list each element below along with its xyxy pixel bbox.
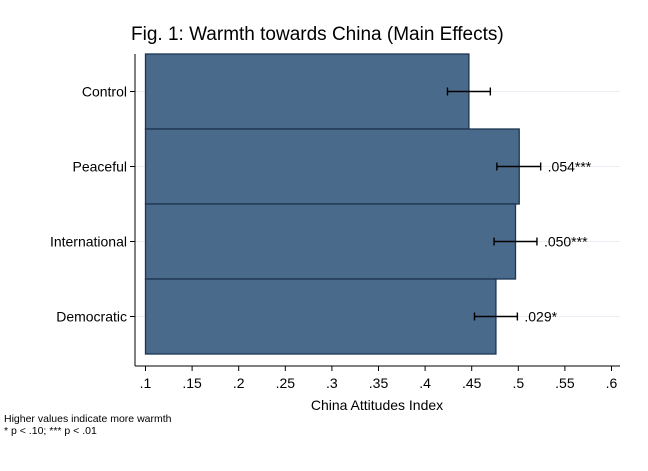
error-bars	[446, 87, 542, 321]
x-tick-label: .5	[512, 375, 524, 391]
bar-peaceful	[144, 128, 520, 205]
x-tick-label: .1	[140, 375, 152, 391]
bar-democratic	[144, 278, 497, 355]
bar-label-international: .050***	[544, 234, 588, 250]
bars	[144, 53, 520, 355]
x-axis-title: China Attitudes Index	[311, 397, 443, 413]
axes	[134, 54, 620, 367]
bar-label-peaceful: .054***	[548, 159, 592, 175]
x-axis-ticks: .1 .15 .2 .25 .3 .35 .4 .45 .5 .55 .6	[140, 366, 618, 391]
y-tick-label-international: International	[50, 234, 127, 250]
y-tick-label-peaceful: Peaceful	[73, 159, 127, 175]
bar-label-democratic: .029*	[524, 309, 557, 325]
x-tick-label: .35	[369, 375, 389, 391]
x-tick-label: .4	[419, 375, 431, 391]
y-tick-label-control: Control	[82, 84, 127, 100]
bar-labels: .054*** .050*** .029*	[524, 159, 591, 325]
x-tick-label: .55	[555, 375, 575, 391]
x-tick-label: .6	[606, 375, 618, 391]
note-significance: * p < .10; *** p < .01	[4, 425, 97, 437]
x-tick-label: .3	[326, 375, 338, 391]
x-tick-label: .45	[462, 375, 482, 391]
chart-title: Fig. 1: Warmth towards China (Main Effec…	[131, 24, 504, 45]
y-tick-label-democratic: Democratic	[56, 309, 127, 325]
x-tick-label: .2	[233, 375, 245, 391]
note-warmth: Higher values indicate more warmth	[4, 413, 172, 425]
bar-international	[144, 203, 517, 280]
bar-control	[144, 53, 470, 130]
x-tick-label: .25	[276, 375, 296, 391]
y-axis-ticks: Control Peaceful International Democratic	[50, 84, 135, 325]
x-tick-label: .15	[182, 375, 202, 391]
